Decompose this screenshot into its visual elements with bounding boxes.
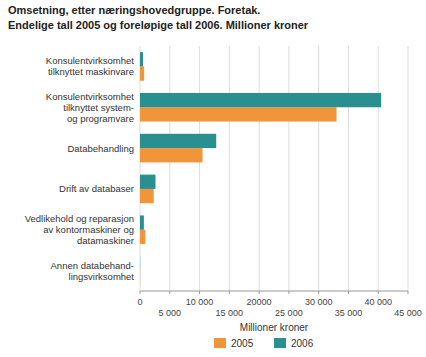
- x-ticks: 0 5 000 10 00015 0002000025 00030 00035 00…: [137, 291, 421, 318]
- tick-label: 30 000: [305, 297, 333, 307]
- legend-label: 2006: [291, 338, 314, 349]
- bar: [140, 215, 144, 229]
- legend-swatch: [274, 338, 286, 348]
- category-label: Databehandling: [67, 143, 134, 154]
- subtitle: Endelige tall 2005 og foreløpige tall 20…: [8, 19, 309, 31]
- grid-line: [169, 46, 170, 291]
- grid-line: [318, 46, 319, 291]
- bars: [140, 52, 381, 285]
- tick-label: 0: [137, 297, 142, 307]
- title: Omsetning, etter næringshovedgruppe. For…: [8, 4, 260, 16]
- bar: [140, 148, 203, 162]
- tick-label: 5 000: [159, 308, 182, 318]
- tick-label: 15 000: [216, 308, 244, 318]
- grid-line: [288, 46, 289, 291]
- legend-label: 2005: [231, 338, 254, 349]
- grid-line: [199, 46, 200, 291]
- grid-line: [140, 46, 141, 291]
- tick-label: 10 000: [186, 297, 214, 307]
- tick-label: 25 000: [275, 308, 303, 318]
- x-axis-label: Millioner kroner: [240, 322, 309, 333]
- tick-label: 40 000: [364, 297, 392, 307]
- tick-label: 45 000: [394, 308, 422, 318]
- bar: [140, 189, 154, 203]
- chart: Omsetning, etter næringshovedgruppe. For…: [0, 0, 426, 357]
- category-label: Vedlikehold og reparasjonav kontormaskin…: [25, 213, 134, 246]
- bar: [140, 175, 155, 189]
- y-ticks: Konsulentvirksomhettilknyttet maskinvare…: [25, 55, 135, 281]
- category-label: Konsulentvirksomhettilknyttet maskinvare: [46, 55, 135, 77]
- bar: [140, 230, 145, 244]
- category-label: Konsulentvirksomhettilknyttet system-og …: [46, 91, 135, 124]
- grid-line: [348, 46, 349, 291]
- category-label: Drift av databaser: [59, 183, 134, 194]
- tick-label: 35 000: [335, 308, 363, 318]
- grid-line: [259, 46, 260, 291]
- legend: 2005 2006: [214, 338, 314, 349]
- x-axis-line: [140, 291, 408, 292]
- bar: [140, 107, 337, 121]
- bar: [140, 66, 144, 80]
- bar: [140, 93, 381, 107]
- bar: [140, 271, 141, 285]
- category-label: Annen databehand-lingsvirksomhet: [51, 260, 135, 282]
- grid: [140, 46, 408, 291]
- tick-label: 20000: [247, 297, 272, 307]
- grid-line: [408, 46, 409, 291]
- grid-line: [229, 46, 230, 291]
- grid-line: [378, 46, 379, 291]
- legend-swatch: [214, 338, 226, 348]
- bar: [140, 256, 141, 270]
- bar: [140, 134, 216, 148]
- bar: [140, 52, 143, 66]
